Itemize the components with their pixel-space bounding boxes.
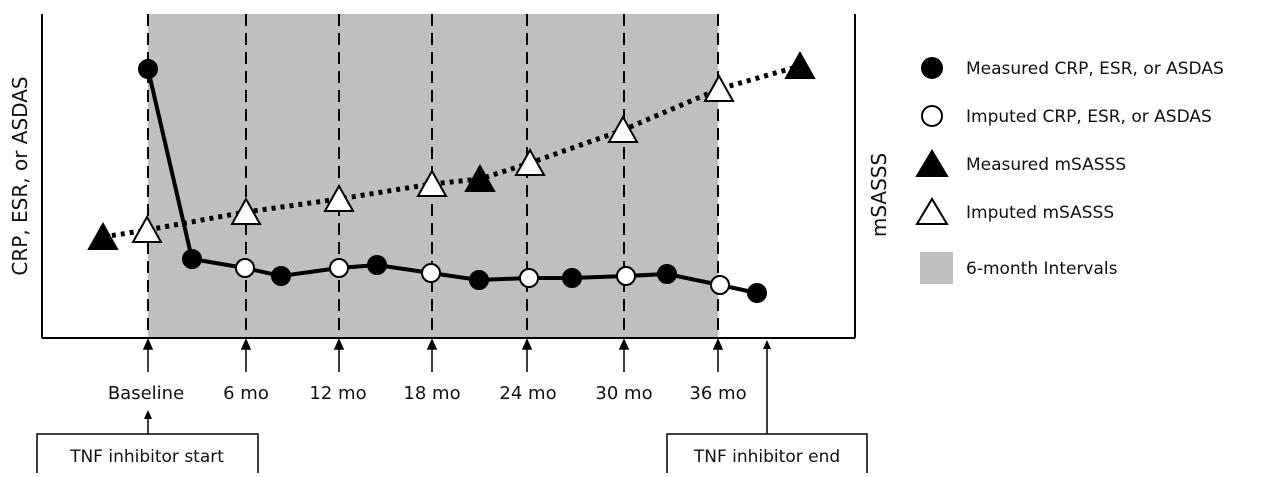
timepoint-label: 12 mo: [309, 383, 366, 404]
measured-lab-point: [469, 270, 489, 290]
legend-label: Measured CRP, ESR, or ASDAS: [966, 59, 1224, 79]
arrow-up-icon: [712, 338, 724, 350]
arrow-up-icon: [333, 338, 345, 350]
legend-label: 6-month Intervals: [966, 259, 1118, 279]
open-triangle-icon: [915, 197, 949, 225]
arrow-up-icon: [240, 338, 252, 350]
arrow-up-icon: [144, 410, 152, 419]
arrow-up-icon: [521, 338, 533, 350]
legend-label: Measured mSASSS: [966, 155, 1126, 175]
timepoint-label: 36 mo: [689, 383, 746, 404]
right-axis-title: mSASSS: [867, 153, 891, 237]
measured-lab-point: [367, 255, 387, 275]
imputed-lab-point: [235, 258, 255, 278]
imputed-msasss-point: [703, 73, 735, 102]
legend-label: Imputed mSASSS: [966, 203, 1114, 223]
imputed-msasss-point: [607, 114, 639, 143]
imputed-lab-point: [616, 266, 636, 286]
measured-msasss-point: [464, 163, 496, 192]
imputed-msasss-point: [416, 168, 448, 197]
timepoint-label: 24 mo: [499, 383, 556, 404]
filled-triangle-icon: [915, 149, 949, 177]
measured-lab-point: [138, 59, 158, 79]
legend: Measured CRP, ESR, or ASDAS Imputed CRP,…: [915, 57, 1224, 284]
measured-msasss-point: [87, 221, 119, 250]
measured-msasss-point: [784, 50, 816, 79]
timepoint-label: 18 mo: [403, 383, 460, 404]
left-axis-title: CRP, ESR, or ASDAS: [8, 76, 32, 275]
start-callout-text: TNF inhibitor start: [69, 447, 224, 467]
measured-lab-point: [562, 268, 582, 288]
gray-square-icon: [920, 252, 953, 284]
timepoint-label: 30 mo: [595, 383, 652, 404]
open-circle-icon: [921, 105, 943, 127]
measured-lab-point: [657, 264, 677, 284]
imputed-msasss-point: [514, 147, 546, 176]
timepoint-arrows: [142, 338, 724, 372]
imputed-lab-point: [519, 268, 539, 288]
arrow-up-icon: [618, 338, 630, 350]
imputed-msasss-point: [230, 196, 262, 225]
start-callout-box: [36, 433, 259, 475]
end-callout-box: [666, 433, 868, 475]
measured-lab-point: [271, 266, 291, 286]
imputed-lab-point: [329, 258, 349, 278]
timepoint-label: 6 mo: [223, 383, 269, 404]
end-callout-text: TNF inhibitor end: [693, 447, 840, 467]
measured-lab-point: [747, 283, 767, 303]
imputed-msasss-point: [131, 214, 163, 243]
imputed-lab-point: [421, 263, 441, 283]
filled-circle-icon: [921, 57, 943, 79]
imputed-lab-point: [710, 275, 730, 295]
arrow-up-icon: [426, 338, 438, 350]
imputed-msasss-point: [323, 183, 355, 212]
legend-label: Imputed CRP, ESR, or ASDAS: [966, 107, 1212, 127]
arrow-up-icon: [142, 338, 154, 350]
arrow-up-icon: [763, 340, 771, 349]
timepoint-label: Baseline: [108, 383, 184, 404]
measured-lab-point: [182, 249, 202, 269]
